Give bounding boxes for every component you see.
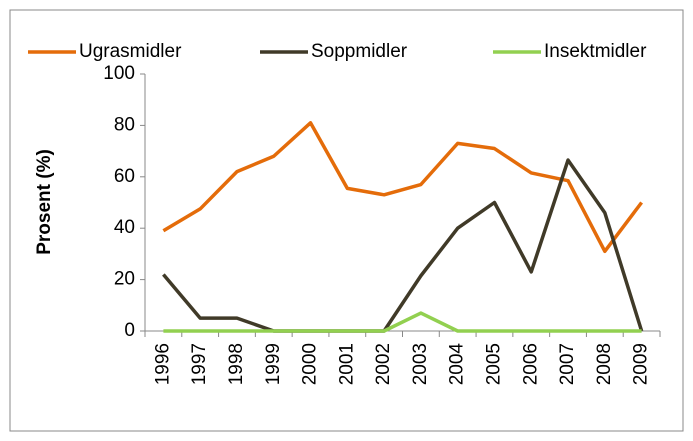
x-tick-label: 2008: [594, 343, 615, 385]
series-line: [162, 158, 644, 333]
legend-label: Insektmidler: [544, 41, 647, 62]
y-tick-label: 40: [114, 217, 135, 238]
x-tick-label: 1996: [152, 343, 173, 385]
y-tick-label: 100: [103, 63, 135, 84]
y-tick-label: 20: [114, 269, 135, 290]
x-tick-label: 2001: [336, 343, 357, 385]
x-tick-label: 2009: [631, 343, 652, 385]
x-tick-label: 2004: [447, 343, 468, 386]
y-tick-label: 80: [114, 114, 135, 135]
x-tick-label: 2003: [410, 343, 431, 385]
y-axis-label: Prosent (%): [34, 149, 55, 255]
x-tick-label: 2005: [483, 343, 504, 385]
x-tick-label: 2006: [520, 343, 541, 385]
series-line: [163, 311, 642, 333]
x-tick-label: 1998: [226, 343, 247, 385]
x-tick-label: 1997: [189, 343, 210, 385]
y-tick-label: 60: [114, 166, 135, 187]
x-tick-label: 2007: [557, 343, 578, 385]
legend-label: Soppmidler: [311, 41, 408, 62]
x-tick-label: 1999: [263, 343, 284, 385]
chart-frame: [9, 9, 684, 432]
y-tick-label: 0: [124, 320, 135, 341]
x-tick-label: 2000: [300, 343, 321, 385]
x-tick-label: 2002: [373, 343, 394, 385]
legend-label: Ugrasmidler: [79, 41, 182, 62]
